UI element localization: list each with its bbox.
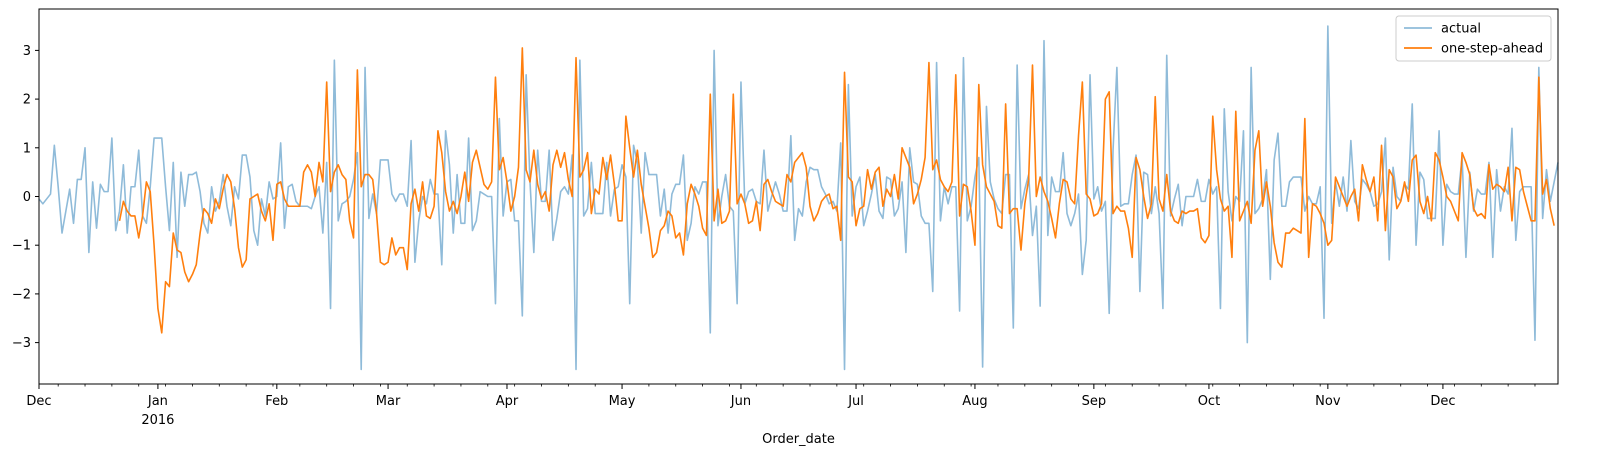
- x-tick-label: Oct: [1198, 394, 1220, 409]
- y-tick-label: 2: [23, 93, 31, 108]
- y-axis: −3 −2 −1 0 1 2 3: [12, 44, 39, 351]
- x-tick-label: Aug: [962, 394, 987, 409]
- x-tick-label: Dec: [26, 394, 51, 409]
- x-tick-label: Mar: [376, 394, 401, 409]
- legend-label: one-step-ahead: [1441, 42, 1543, 57]
- legend: actual one-step-ahead: [1395, 15, 1552, 62]
- series-layer: [38, 25, 1559, 371]
- x-tick-label: Dec: [1430, 394, 1455, 409]
- y-tick-label: 0: [23, 190, 31, 205]
- x-axis-label: Order_date: [762, 432, 835, 447]
- x-tick-label: Feb: [265, 394, 288, 409]
- legend-box: [1395, 15, 1552, 62]
- x-tick-label: Apr: [496, 394, 519, 409]
- x-axis: Dec Jan 2016 Feb Mar Apr May Jun Jul Aug Sep Oct Nov…: [26, 384, 1536, 428]
- y-tick-label: −3: [12, 336, 31, 351]
- y-tick-label: 3: [23, 44, 31, 59]
- y-tick-label: −1: [12, 239, 31, 254]
- plot-area: [38, 8, 1559, 385]
- series-line-actual: [38, 25, 1559, 371]
- x-tick-label: Sep: [1082, 394, 1107, 409]
- series-line-one-step-ahead: [118, 47, 1555, 334]
- y-tick-label: 1: [23, 141, 31, 156]
- x-tick-label: Jul: [847, 394, 864, 409]
- legend-label: actual: [1441, 22, 1481, 37]
- x-tick-label: Nov: [1315, 394, 1341, 409]
- y-tick-label: −2: [12, 287, 31, 302]
- x-tick-year-label: 2016: [141, 413, 174, 428]
- x-tick-label: Jan: [147, 394, 168, 409]
- x-tick-label: Jun: [730, 394, 751, 409]
- x-tick-label: May: [609, 394, 636, 409]
